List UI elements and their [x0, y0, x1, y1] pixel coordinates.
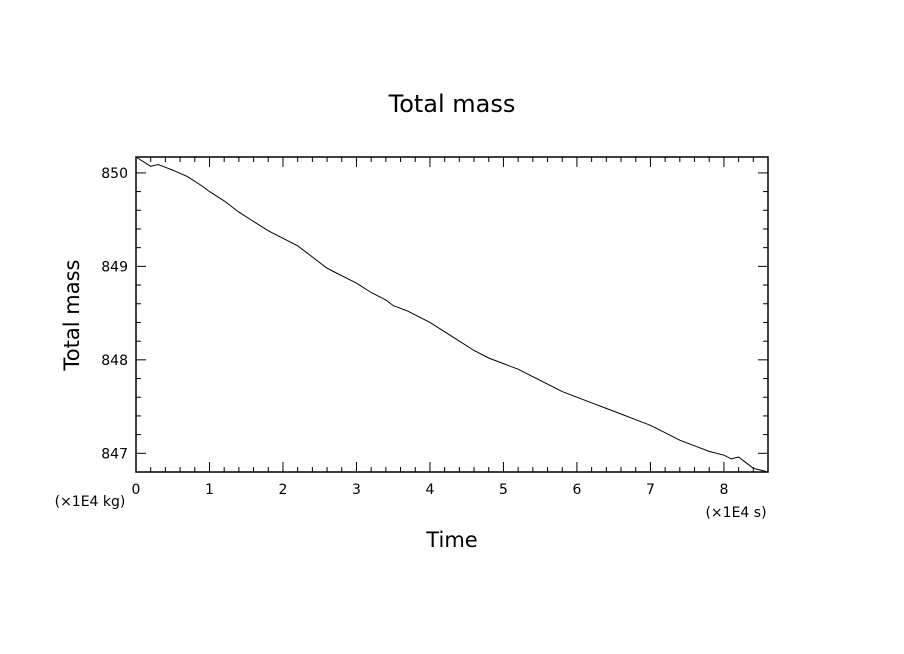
axis-ticks: [135, 157, 769, 473]
x-axis-title: Time: [425, 528, 477, 552]
x-tick-labels: 0 1 2 3 4 5 6 7 8: [132, 482, 729, 498]
y-unit-label: (×1E4 kg): [55, 494, 126, 510]
x-tick-label: 8: [719, 482, 728, 498]
series-line: [135, 156, 769, 473]
x-tick-label: 2: [279, 482, 288, 498]
y-axis-title: Total mass: [60, 260, 84, 372]
x-unit-label: (×1E4 s): [705, 505, 766, 521]
x-tick-label: 7: [646, 482, 655, 498]
x-tick-label: 5: [499, 482, 508, 498]
x-tick-label: 3: [352, 482, 361, 498]
y-tick-label: 847: [101, 446, 128, 462]
x-tick-label: 6: [572, 482, 581, 498]
plot-frame: [135, 156, 769, 473]
y-tick-label: 849: [101, 259, 128, 275]
chart-title: Total mass: [388, 90, 516, 118]
x-tick-label: 0: [132, 482, 141, 498]
x-tick-label: 1: [205, 482, 214, 498]
y-tick-labels: 847 848 849 850: [101, 166, 128, 462]
y-tick-label: 850: [101, 166, 128, 182]
x-tick-label: 4: [425, 482, 434, 498]
y-tick-label: 848: [101, 353, 128, 369]
